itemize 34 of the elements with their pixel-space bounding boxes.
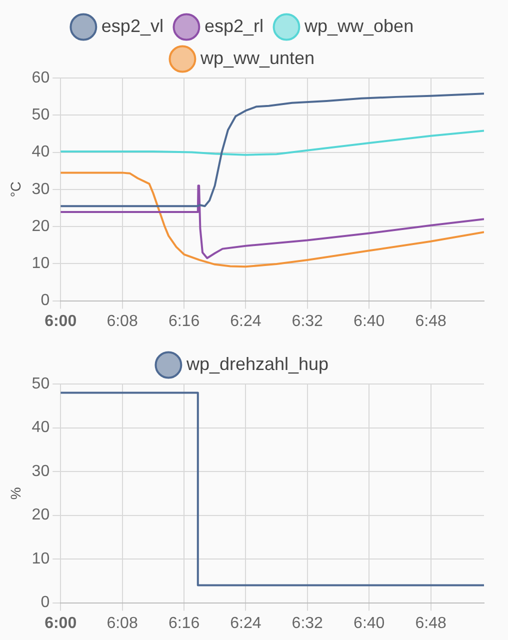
x-tick-label: 6:40 bbox=[354, 312, 385, 330]
y-axis-title: % bbox=[7, 487, 24, 500]
y-tick-label: 30 bbox=[32, 180, 50, 198]
y-tick-label: 50 bbox=[32, 375, 50, 392]
y-tick-label: 10 bbox=[32, 255, 50, 272]
x-tick-label: 6:24 bbox=[230, 614, 262, 632]
x-tick-label: 6:48 bbox=[415, 614, 446, 632]
x-tick-label: 6:32 bbox=[292, 312, 324, 330]
y-tick-label: 30 bbox=[32, 462, 50, 480]
legend-label: esp2_rl bbox=[204, 16, 264, 36]
legend-label: wp_ww_oben bbox=[304, 16, 414, 36]
y-tick-label: 20 bbox=[32, 506, 50, 524]
legend-label: wp_ww_unten bbox=[199, 48, 315, 68]
x-tick-label: 6:16 bbox=[168, 614, 200, 632]
x-tick-label: 6:48 bbox=[415, 312, 446, 330]
x-tick-label: 6:40 bbox=[354, 614, 385, 632]
y-axis-title: °C bbox=[7, 182, 24, 198]
y-tick-label: 10 bbox=[32, 550, 50, 568]
y-tick-label: 0 bbox=[40, 292, 50, 310]
legend-label: wp_drehzahl_hup bbox=[185, 354, 329, 374]
y-tick-label: 40 bbox=[32, 144, 50, 161]
x-tick-label: 6:08 bbox=[106, 312, 138, 330]
x-tick-label: 6:24 bbox=[230, 312, 262, 330]
y-tick-label: 20 bbox=[32, 218, 50, 235]
x-tick-label: 6:16 bbox=[168, 312, 200, 330]
x-tick-label: 6:08 bbox=[106, 614, 138, 632]
y-tick-label: 60 bbox=[32, 69, 50, 86]
x-tick-label: 6:00 bbox=[44, 614, 77, 632]
y-tick-label: 50 bbox=[32, 106, 50, 124]
legend-label: esp2_vl bbox=[101, 16, 164, 36]
x-tick-label: 6:00 bbox=[44, 312, 77, 330]
y-tick-label: 40 bbox=[32, 419, 50, 436]
x-tick-label: 6:32 bbox=[292, 614, 324, 632]
y-tick-label: 0 bbox=[40, 594, 50, 612]
